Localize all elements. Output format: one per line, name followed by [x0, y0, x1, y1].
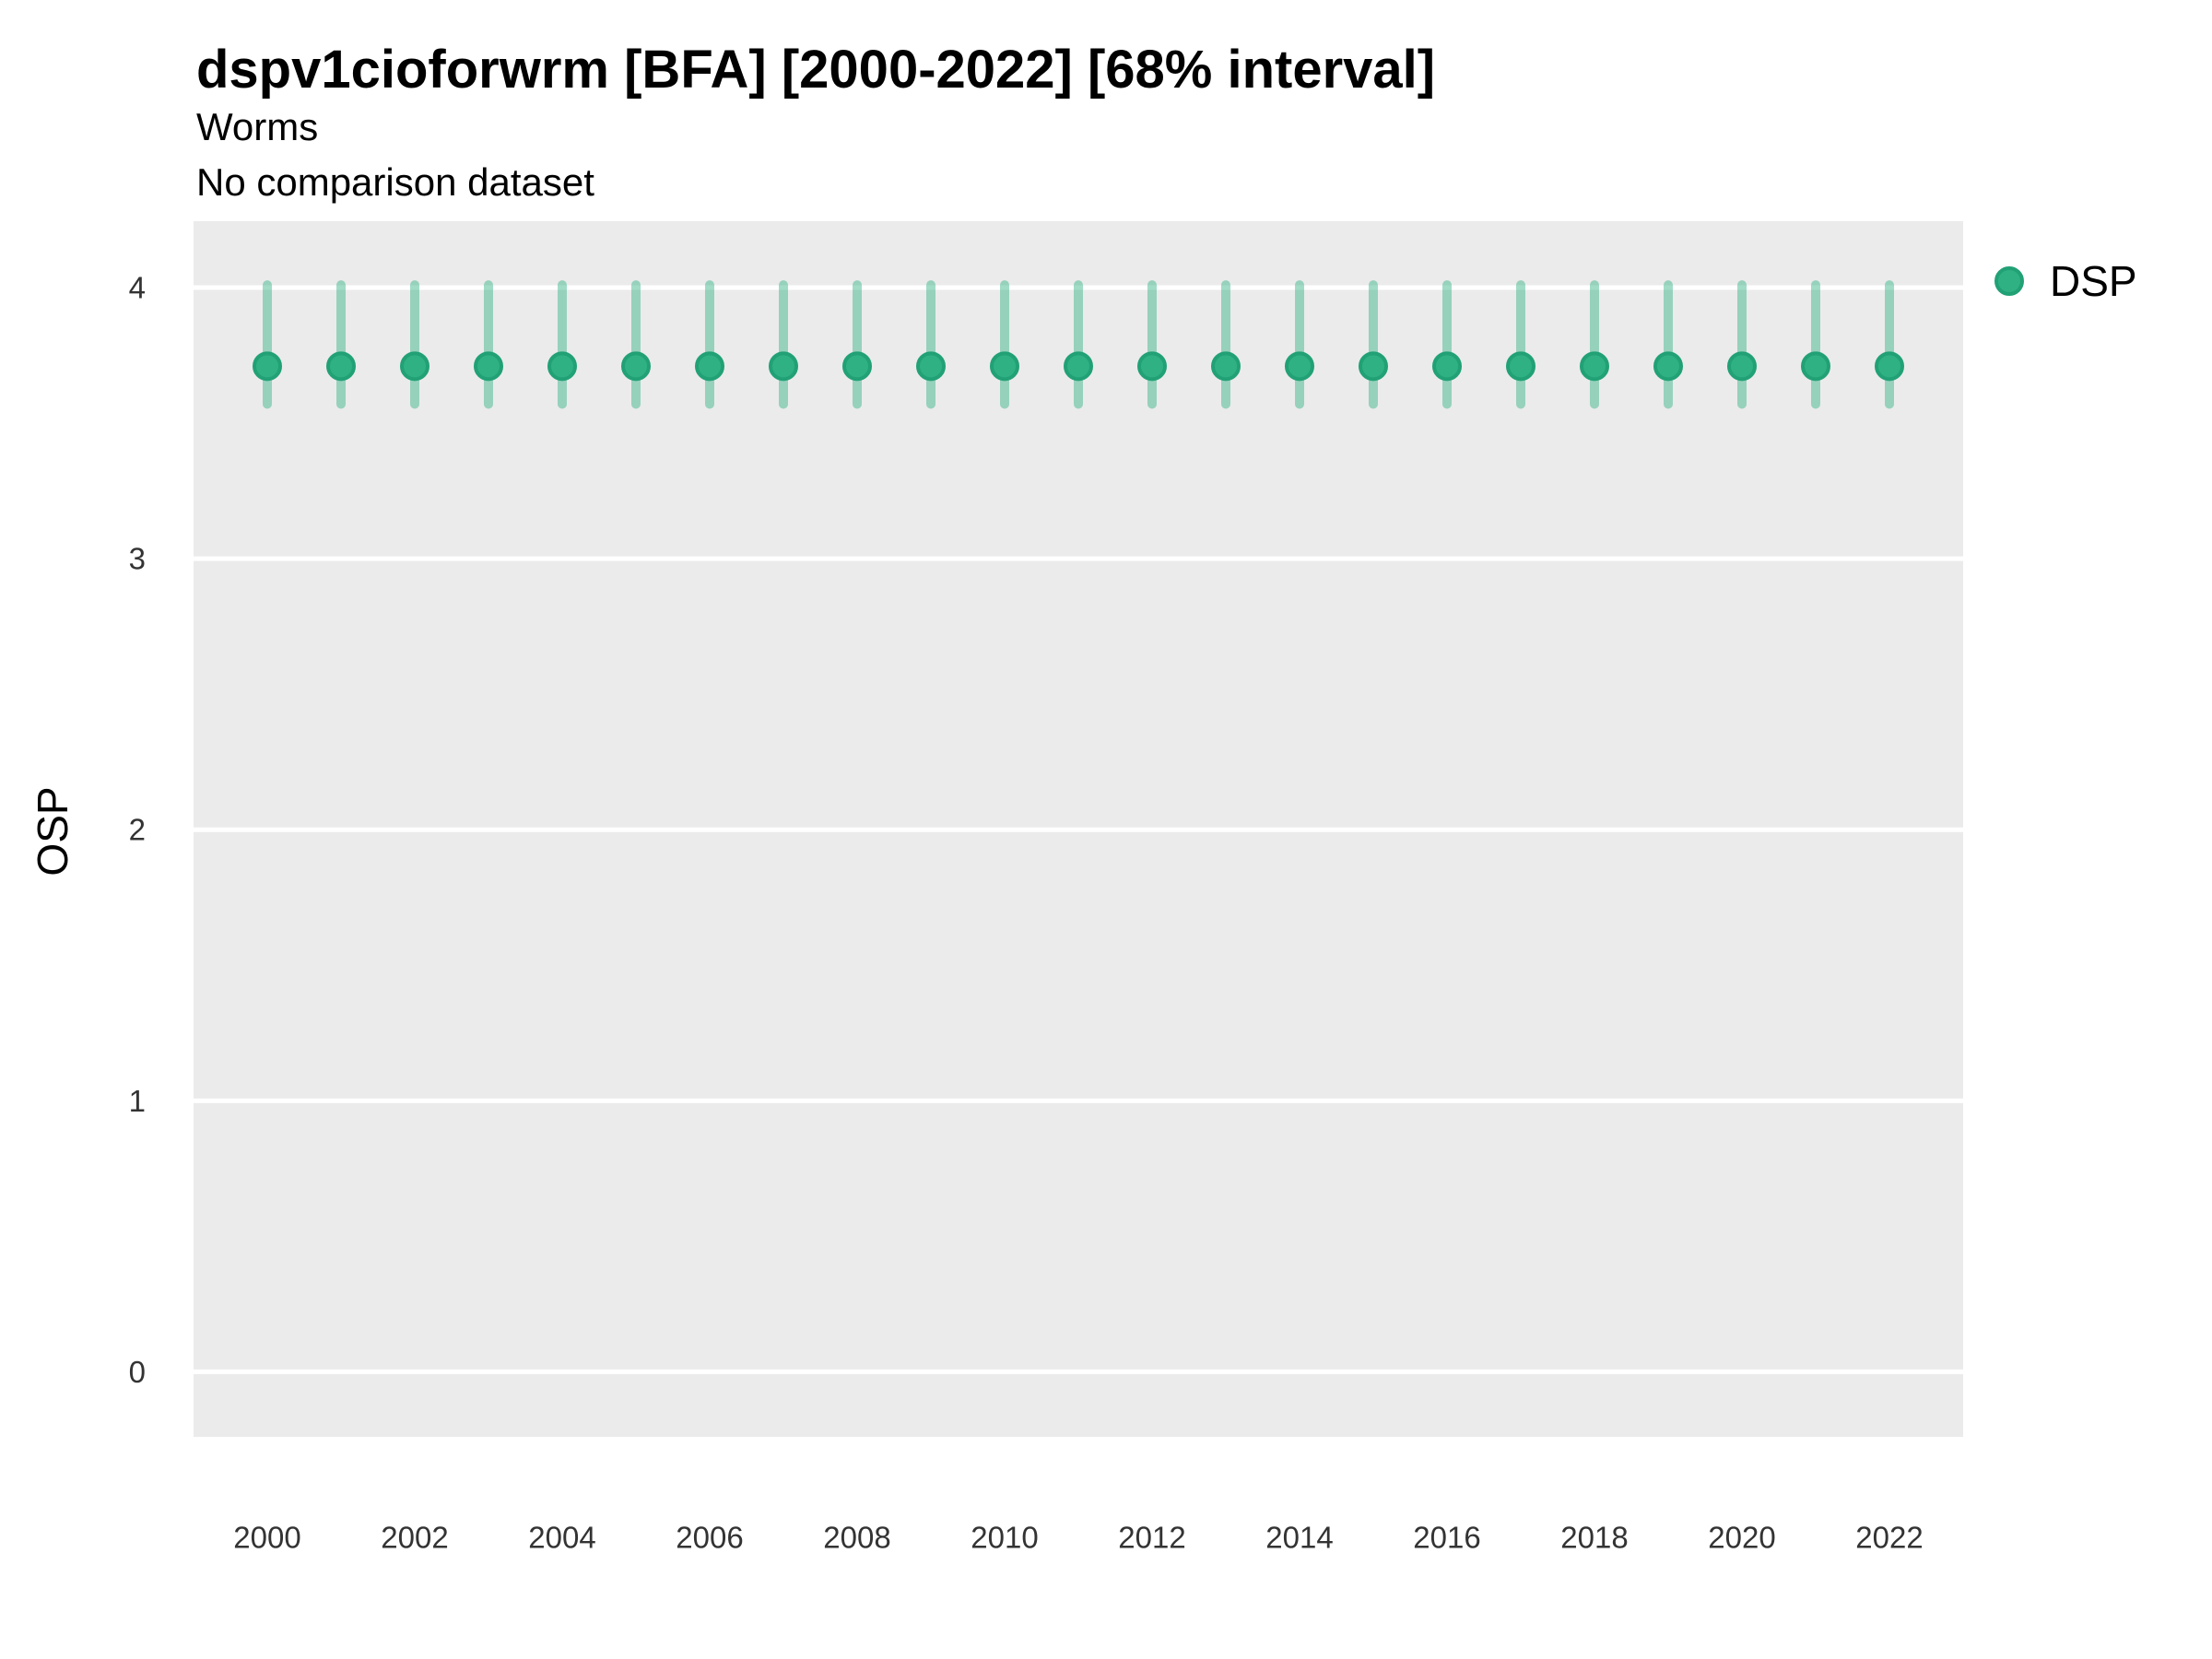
data-point-2011 [1064, 351, 1093, 382]
x-tick-label-2014: 2014 [1265, 1521, 1333, 1555]
chart-note: No comparison dataset [196, 160, 594, 204]
data-point-2008 [842, 351, 872, 382]
y-tick-label-0: 0 [129, 1355, 146, 1389]
data-point-2017 [1506, 351, 1535, 382]
data-point-2015 [1359, 351, 1388, 382]
data-point-2018 [1580, 351, 1609, 382]
legend-label: DSP [2050, 257, 2137, 305]
data-point-2007 [769, 351, 798, 382]
y-tick-label-4: 4 [129, 271, 146, 305]
x-tick-label-2002: 2002 [381, 1521, 448, 1555]
x-tick-label-2008: 2008 [823, 1521, 890, 1555]
data-point-2003 [474, 351, 503, 382]
data-point-2004 [547, 351, 577, 382]
y-tick-label-2: 2 [129, 813, 146, 847]
data-point-2001 [326, 351, 356, 382]
data-point-2002 [400, 351, 429, 382]
data-point-2005 [621, 351, 651, 382]
chart-subtitle: Worms [196, 105, 319, 148]
data-point-2009 [916, 351, 946, 382]
legend-point-icon [1994, 266, 2024, 296]
data-point-2019 [1653, 351, 1683, 382]
data-point-2016 [1432, 351, 1462, 382]
data-point-2000 [253, 351, 282, 382]
data-point-2012 [1137, 351, 1167, 382]
data-point-2022 [1875, 351, 1904, 382]
x-tick-label-2004: 2004 [528, 1521, 595, 1555]
data-point-2006 [695, 351, 724, 382]
legend: DSP [1994, 256, 2137, 306]
x-tick-label-2016: 2016 [1413, 1521, 1480, 1555]
x-tick-label-2000: 2000 [233, 1521, 300, 1555]
x-tick-label-2020: 2020 [1708, 1521, 1775, 1555]
data-point-2021 [1801, 351, 1830, 382]
x-tick-label-2006: 2006 [676, 1521, 743, 1555]
data-point-2014 [1285, 351, 1314, 382]
x-tick-label-2022: 2022 [1855, 1521, 1923, 1555]
chart-title: dspv1cioforwrm [BFA] [2000-2022] [68% in… [196, 40, 1436, 100]
data-point-2013 [1211, 351, 1241, 382]
y-tick-label-3: 3 [129, 542, 146, 576]
data-point-2010 [990, 351, 1019, 382]
data-point-2020 [1727, 351, 1757, 382]
y-tick-label-1: 1 [129, 1084, 146, 1118]
x-tick-label-2018: 2018 [1560, 1521, 1628, 1555]
x-tick-label-2012: 2012 [1118, 1521, 1185, 1555]
x-tick-label-2010: 2010 [971, 1521, 1038, 1555]
